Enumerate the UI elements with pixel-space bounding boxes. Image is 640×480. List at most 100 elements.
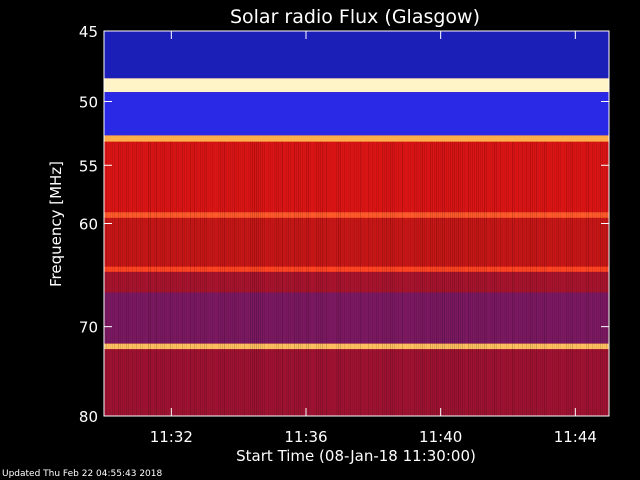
- y-tick-label: 45: [79, 23, 98, 41]
- noise-stripe: [306, 141, 307, 417]
- noise-stripe: [188, 142, 189, 416]
- noise-stripe: [160, 141, 161, 417]
- noise-stripe: [246, 142, 247, 416]
- noise-stripe: [328, 142, 329, 416]
- noise-stripe: [292, 142, 293, 416]
- noise-stripe: [502, 142, 503, 416]
- noise-stripe: [474, 141, 475, 417]
- noise-stripe: [262, 141, 263, 417]
- noise-stripe: [226, 141, 227, 417]
- frequency-band: [104, 349, 609, 416]
- x-tick-label: 11:40: [419, 428, 462, 446]
- noise-stripe: [154, 141, 155, 417]
- y-tick-label: 55: [79, 157, 98, 175]
- noise-stripe: [152, 142, 153, 416]
- noise-stripe: [352, 142, 353, 416]
- noise-stripe: [326, 141, 327, 417]
- noise-stripe: [390, 141, 391, 417]
- noise-stripe: [216, 142, 217, 416]
- y-tick-label: 50: [79, 94, 98, 112]
- noise-stripe: [456, 141, 457, 417]
- noise-stripe: [560, 141, 561, 417]
- noise-stripe: [322, 141, 323, 417]
- frequency-band: [104, 78, 609, 93]
- noise-stripe: [392, 141, 393, 417]
- noise-stripe: [512, 141, 513, 417]
- noise-stripe: [594, 141, 595, 417]
- noise-stripe: [432, 141, 433, 417]
- noise-stripe: [294, 141, 295, 417]
- noise-stripe: [462, 141, 463, 417]
- noise-stripe: [458, 141, 459, 417]
- noise-stripe: [212, 141, 213, 417]
- noise-stripe: [224, 141, 225, 417]
- noise-stripe: [398, 141, 399, 417]
- noise-stripe: [126, 141, 127, 417]
- noise-stripe: [140, 141, 141, 417]
- noise-stripe: [518, 141, 519, 417]
- noise-stripe: [406, 142, 407, 416]
- noise-stripe: [542, 141, 543, 417]
- noise-stripe: [142, 141, 143, 417]
- noise-stripe: [382, 141, 383, 417]
- noise-stripe: [454, 141, 455, 417]
- x-axis-label: Start Time (08-Jan-18 11:30:00): [236, 447, 476, 465]
- noise-stripe: [528, 141, 529, 417]
- frequency-band: [104, 266, 609, 272]
- noise-stripe: [506, 141, 507, 417]
- noise-stripe: [552, 141, 553, 417]
- noise-stripe: [510, 142, 511, 416]
- noise-stripe: [592, 141, 593, 417]
- noise-stripe: [130, 142, 131, 416]
- noise-stripe: [472, 141, 473, 417]
- noise-stripe: [468, 141, 469, 417]
- chart-title: Solar radio Flux (Glasgow): [230, 6, 480, 28]
- noise-stripe: [414, 141, 415, 417]
- noise-stripe: [554, 141, 555, 417]
- noise-stripe: [364, 142, 365, 416]
- noise-stripe: [340, 141, 341, 417]
- noise-stripe: [556, 141, 557, 417]
- noise-stripe: [370, 142, 371, 416]
- noise-stripe: [508, 141, 509, 417]
- noise-stripe: [174, 141, 175, 417]
- noise-stripe: [284, 142, 285, 416]
- noise-stripe: [316, 141, 317, 417]
- updated-timestamp: Updated Thu Feb 22 04:55:43 2018: [2, 469, 163, 479]
- noise-stripe: [350, 141, 351, 417]
- noise-stripe: [334, 142, 335, 416]
- noise-stripe: [312, 142, 313, 416]
- noise-stripe: [534, 141, 535, 417]
- noise-stripe: [586, 141, 587, 417]
- noise-stripe: [484, 141, 485, 417]
- noise-stripe: [228, 141, 229, 417]
- noise-stripe: [464, 141, 465, 417]
- noise-stripe: [192, 141, 193, 417]
- noise-stripe: [210, 141, 211, 417]
- noise-stripe: [358, 141, 359, 417]
- noise-stripe: [132, 141, 133, 417]
- noise-stripe: [396, 141, 397, 417]
- noise-stripe: [314, 142, 315, 416]
- noise-stripe: [144, 142, 145, 416]
- noise-stripe: [288, 141, 289, 417]
- noise-stripe: [486, 141, 487, 417]
- noise-stripe: [280, 141, 281, 417]
- noise-stripe: [362, 142, 363, 416]
- noise-stripe: [466, 142, 467, 416]
- noise-stripe: [286, 141, 287, 417]
- noise-stripe: [588, 141, 589, 417]
- noise-stripe: [220, 141, 221, 417]
- noise-stripe: [442, 141, 443, 417]
- noise-stripe: [410, 141, 411, 417]
- noise-stripe: [516, 142, 517, 416]
- noise-stripe: [514, 141, 515, 417]
- noise-stripe: [206, 141, 207, 417]
- noise-stripe: [394, 141, 395, 417]
- noise-stripe: [572, 141, 573, 417]
- noise-stripe: [214, 142, 215, 416]
- noise-stripe: [234, 141, 235, 417]
- noise-stripe: [380, 142, 381, 416]
- noise-stripe: [444, 141, 445, 417]
- noise-stripe: [424, 141, 425, 417]
